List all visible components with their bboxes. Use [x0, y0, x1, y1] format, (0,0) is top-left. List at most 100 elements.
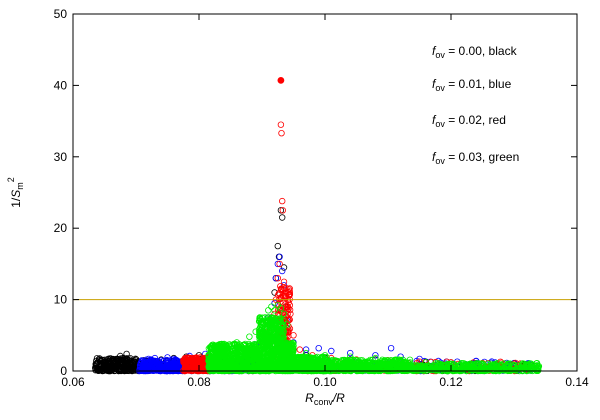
data-point — [518, 362, 525, 369]
data-point — [285, 348, 292, 355]
data-point — [267, 367, 275, 374]
legend: fov = 0.00, black fov = 0.01, blue fov =… — [432, 44, 519, 166]
data-point — [372, 354, 379, 362]
data-point — [278, 327, 286, 335]
data-point — [220, 340, 228, 348]
data-point — [396, 366, 403, 373]
data-point — [533, 362, 541, 369]
y-tick-label: 30 — [54, 150, 68, 164]
data-point — [276, 315, 283, 322]
data-point — [279, 292, 286, 300]
data-point — [189, 358, 197, 365]
data-point — [283, 289, 290, 296]
legend-entry: fov = 0.03, green — [432, 150, 519, 166]
data-point — [256, 314, 264, 321]
data-point — [263, 362, 270, 369]
data-point — [290, 332, 297, 339]
data-point — [276, 260, 283, 268]
data-point — [264, 345, 271, 352]
data-point — [265, 307, 272, 314]
data-point — [233, 339, 240, 346]
data-point — [270, 333, 278, 340]
data-point — [358, 359, 365, 366]
data-point — [120, 354, 127, 362]
data-point — [286, 288, 293, 295]
y-tick-label: 20 — [54, 221, 68, 235]
data-point — [104, 363, 112, 370]
data-point — [280, 334, 287, 341]
data-points — [92, 77, 543, 375]
data-point — [101, 363, 108, 370]
data-point — [280, 278, 288, 285]
data-point — [342, 367, 350, 374]
data-point — [532, 366, 539, 373]
data-point — [249, 355, 256, 362]
data-point — [164, 358, 171, 365]
y-tick-label: 50 — [54, 7, 68, 21]
data-point — [277, 305, 285, 312]
data-point — [243, 358, 251, 366]
data-point — [527, 360, 535, 367]
data-point — [194, 361, 201, 369]
data-point — [279, 267, 286, 275]
data-point — [290, 342, 297, 350]
data-point — [484, 362, 492, 370]
data-point — [274, 260, 281, 268]
data-point — [354, 366, 362, 374]
data-point — [282, 292, 290, 300]
data-point — [340, 365, 348, 372]
data-point — [209, 362, 217, 369]
data-point — [242, 340, 249, 348]
data-point — [139, 357, 146, 365]
plot-frame — [72, 13, 578, 372]
data-point — [145, 355, 152, 363]
data-point — [275, 344, 282, 351]
data-point — [235, 352, 243, 359]
data-point — [270, 331, 278, 338]
data-point — [280, 310, 288, 318]
legend-entry: fov = 0.00, black — [432, 44, 518, 60]
data-point — [397, 357, 404, 364]
y-axis-label: 1/Sm2 — [6, 177, 25, 208]
data-point — [255, 350, 263, 358]
data-point — [302, 346, 310, 353]
data-point — [273, 366, 281, 373]
data-point — [267, 320, 275, 327]
data-point — [220, 356, 227, 364]
data-point — [387, 345, 395, 352]
data-point — [347, 349, 354, 357]
data-point — [465, 363, 472, 370]
data-point — [182, 356, 189, 364]
data-point — [277, 283, 284, 290]
data-point — [278, 129, 285, 137]
data-point — [263, 344, 270, 352]
data-point — [257, 329, 264, 336]
data-point — [328, 347, 335, 355]
data-point — [282, 363, 290, 370]
data-point — [342, 358, 349, 365]
data-point — [327, 360, 335, 368]
data-point — [242, 350, 250, 357]
data-point — [275, 340, 282, 347]
data-point — [218, 340, 225, 348]
data-point — [209, 366, 216, 374]
data-point — [307, 356, 315, 364]
data-point — [535, 367, 542, 374]
data-point — [188, 365, 195, 373]
y-tick-label: 10 — [54, 293, 68, 307]
data-point — [123, 350, 130, 358]
data-point — [489, 366, 496, 374]
data-point — [208, 342, 215, 350]
data-point — [227, 353, 234, 361]
data-point — [422, 359, 429, 366]
data-point — [273, 355, 280, 362]
data-point — [302, 349, 310, 357]
data-point — [347, 353, 354, 360]
data-point — [388, 357, 395, 364]
data-point — [303, 358, 310, 365]
data-point — [151, 354, 159, 362]
data-point — [433, 366, 440, 373]
data-point — [276, 253, 283, 260]
data-point — [364, 365, 372, 372]
